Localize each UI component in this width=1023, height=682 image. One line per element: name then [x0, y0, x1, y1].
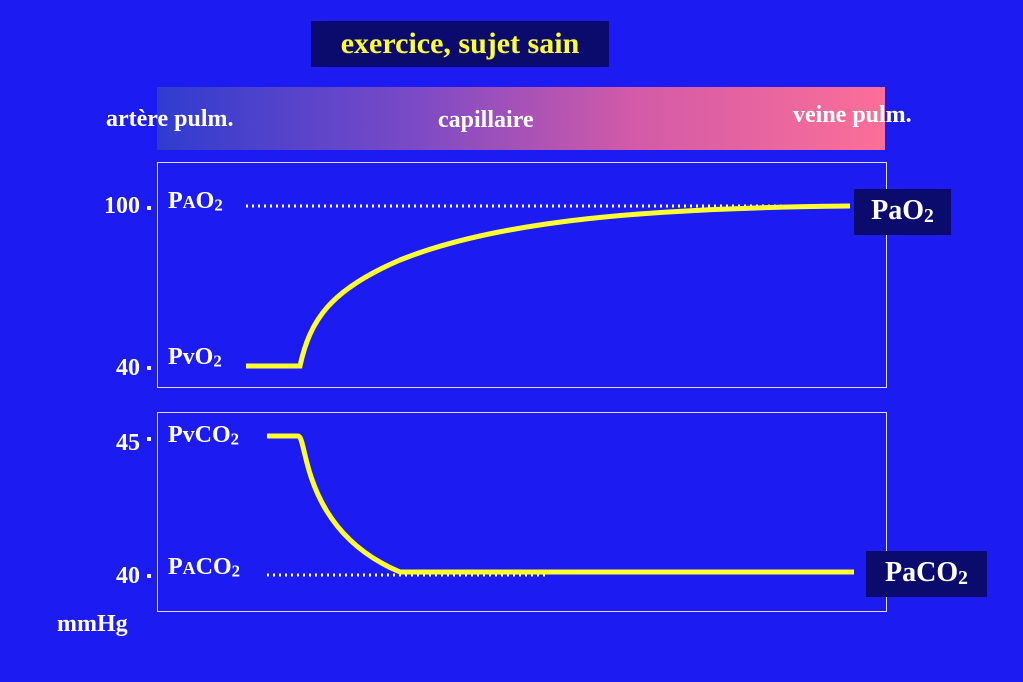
capillary-gradient-bar: [157, 87, 885, 150]
tick-40-o2: 40: [116, 355, 140, 381]
header-arteria-label: artère pulm.: [106, 106, 234, 132]
pao2-end-box: PaO2: [854, 189, 951, 235]
pco2-curve: [267, 433, 854, 575]
tick-mark-40-o2: [147, 366, 151, 370]
page-title: exercice, sujet sain: [311, 21, 609, 67]
alveolar-pco2-label: PACO2: [168, 554, 241, 581]
co2-panel: [157, 412, 887, 612]
header-capillary-label: capillaire: [438, 107, 534, 133]
alveolar-po2-label: PAO2: [168, 188, 223, 215]
tick-45: 45: [116, 430, 140, 456]
o2-panel: [157, 162, 887, 388]
unit-label: mmHg: [57, 611, 128, 637]
header-vein-label: veine pulm.: [793, 102, 912, 128]
tick-mark-45: [147, 437, 151, 441]
tick-mark-40-co2: [147, 574, 151, 578]
po2-curve: [246, 203, 851, 369]
venous-po2-label: PvO2: [168, 344, 222, 371]
tick-100: 100: [104, 193, 140, 219]
tick-40-co2: 40: [116, 563, 140, 589]
venous-pco2-label: PvCO2: [168, 422, 240, 449]
paco2-end-box: PaCO2: [866, 551, 987, 597]
tick-mark-100: [147, 206, 151, 210]
